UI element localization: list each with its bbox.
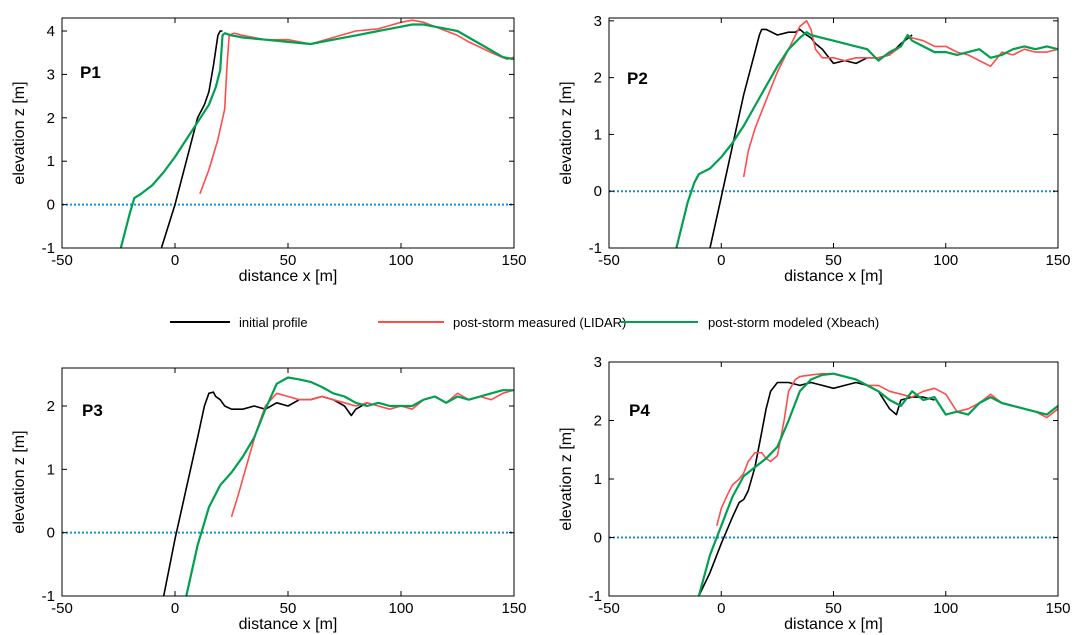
y-tick-label: -1 <box>42 588 55 605</box>
series-initial-line <box>709 28 913 248</box>
y-tick-label: 4 <box>47 23 55 40</box>
y-tick-label: 1 <box>47 461 55 478</box>
panel-p1: -50 0 50 100 150 -1 0 1 2 3 4 distance x [m] elevati… <box>11 17 527 285</box>
y-axis-label: elevation z [m] <box>558 81 575 184</box>
y-tick-label: 0 <box>47 525 55 542</box>
y-tick-label: 2 <box>594 70 602 87</box>
x-axis-label: distance x [m] <box>784 616 883 633</box>
x-tick-label: 50 <box>825 600 842 617</box>
panel-p3: -50 0 50 100 150 -1 0 1 2 distance x [m] elevation… <box>11 367 527 633</box>
plot-frame <box>608 17 1059 249</box>
series-group <box>697 372 1058 596</box>
series-measured-line <box>199 19 514 195</box>
series-modeled-line <box>697 372 1058 596</box>
x-axis-label: distance x [m] <box>239 268 338 285</box>
y-tick-label: 1 <box>594 471 602 488</box>
series-initial-line <box>698 381 935 596</box>
legend-label-measured: post-storm measured (LIDAR) <box>453 315 626 330</box>
x-tick-label: 150 <box>501 600 526 617</box>
series-initial-line <box>160 30 223 248</box>
series-modeled-line <box>185 376 514 596</box>
y-tick-label: 1 <box>47 153 55 170</box>
series-modeled-line <box>675 31 1058 248</box>
y-tick-label: 0 <box>47 197 55 214</box>
legend-label-modeled: post-storm modeled (Xbeach) <box>708 315 879 330</box>
x-tick-label: 100 <box>933 252 958 269</box>
x-tick-label: 100 <box>388 252 413 269</box>
x-tick-label: -50 <box>51 252 73 269</box>
x-tick-label: 150 <box>1045 600 1070 617</box>
x-tick-label: 0 <box>717 600 725 617</box>
series-group <box>162 376 514 596</box>
panel-label: P1 <box>80 63 101 82</box>
legend: initial profile post-storm measured (LID… <box>170 315 879 330</box>
y-tick-label: 3 <box>47 66 55 83</box>
x-tick-label: 0 <box>171 600 179 617</box>
series-measured-line <box>230 389 514 518</box>
y-tick-label: 0 <box>594 530 602 547</box>
x-tick-label: 150 <box>501 252 526 269</box>
x-tick-label: 50 <box>825 252 842 269</box>
series-group <box>675 19 1058 248</box>
x-tick-label: -50 <box>598 252 620 269</box>
y-tick-label: -1 <box>589 240 602 257</box>
series-measured-line <box>716 372 1058 526</box>
x-tick-label: 150 <box>1045 252 1070 269</box>
y-tick-label: 2 <box>594 413 602 430</box>
panel-p4: -50 0 50 100 150 -1 0 1 2 3 distance x [m] elevatio… <box>558 354 1071 633</box>
x-tick-label: 100 <box>933 600 958 617</box>
panel-p2: -50 0 50 100 150 -1 0 1 2 3 distance x [m] elevatio… <box>558 13 1071 285</box>
x-tick-label: 0 <box>171 252 179 269</box>
x-tick-label: 0 <box>717 252 725 269</box>
legend-label-initial: initial profile <box>239 315 308 330</box>
panel-label: P2 <box>627 69 648 88</box>
x-tick-label: -50 <box>51 600 73 617</box>
y-tick-label: 2 <box>47 110 55 127</box>
series-group <box>119 19 514 248</box>
y-tick-label: -1 <box>42 240 55 257</box>
x-tick-label: 50 <box>280 600 297 617</box>
panel-label: P4 <box>629 401 650 420</box>
y-axis-label: elevation z [m] <box>11 81 28 184</box>
series-modeled-line <box>119 23 514 248</box>
y-axis-label: elevation z [m] <box>11 430 28 533</box>
x-tick-label: 50 <box>280 252 297 269</box>
y-tick-label: 3 <box>594 354 602 371</box>
y-tick-label: 1 <box>594 126 602 143</box>
x-tick-label: 100 <box>388 600 413 617</box>
y-tick-label: 3 <box>594 13 602 30</box>
x-axis-label: distance x [m] <box>239 616 338 633</box>
y-axis-label: elevation z [m] <box>558 427 575 530</box>
y-tick-label: 2 <box>47 398 55 415</box>
x-tick-label: -50 <box>598 600 620 617</box>
y-tick-label: 0 <box>594 183 602 200</box>
y-tick-label: -1 <box>589 588 602 605</box>
panel-label: P3 <box>82 401 103 420</box>
x-axis-label: distance x [m] <box>784 268 883 285</box>
